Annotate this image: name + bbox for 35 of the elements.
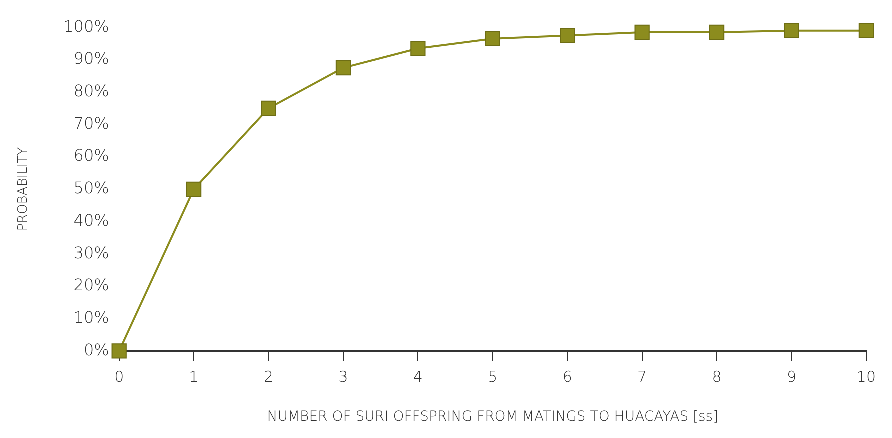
x-tick-label: 7 [638, 368, 648, 386]
x-tick-label: 3 [338, 368, 348, 386]
point [784, 23, 800, 38]
point [560, 28, 576, 44]
y-tick-label: 50% [74, 178, 110, 198]
y-tick-label: 80% [74, 81, 110, 100]
x-tick-label: 1 [189, 368, 199, 386]
y-tick-label: 0% [84, 340, 110, 360]
y-tick-label: 100% [64, 16, 110, 36]
x-tick-label: 0 [114, 368, 124, 386]
x-tick-label: 8 [712, 368, 722, 386]
point [858, 23, 874, 38]
point [261, 100, 276, 116]
y-axis-title: PROBABILITY [16, 147, 32, 232]
x-tick-label: 2 [264, 368, 274, 386]
point [410, 41, 426, 56]
x-tick-label: 5 [488, 368, 498, 386]
point [709, 24, 725, 40]
x-axis-title: NUMBER OF SURI OFFSPRING FROM MATINGS TO HUACAYAS [ss] [267, 409, 719, 426]
point [485, 31, 500, 46]
x-tick-label: 4 [413, 368, 423, 386]
y-tick-label: 90% [74, 49, 110, 68]
point [112, 344, 127, 359]
point [186, 182, 202, 197]
y-tick-label: 30% [74, 243, 110, 262]
x-tick-label: 10 [856, 368, 876, 386]
y-tick-label: 70% [74, 114, 110, 133]
y-tick-label: 40% [74, 210, 110, 230]
point [336, 60, 352, 76]
x-tick-label: 9 [786, 368, 797, 386]
y-tick-label: 20% [74, 276, 110, 295]
x-tick-label: 6 [562, 368, 572, 386]
point [634, 24, 650, 40]
y-tick-label: 60% [74, 146, 110, 166]
y-tick-label: 10% [74, 308, 110, 327]
